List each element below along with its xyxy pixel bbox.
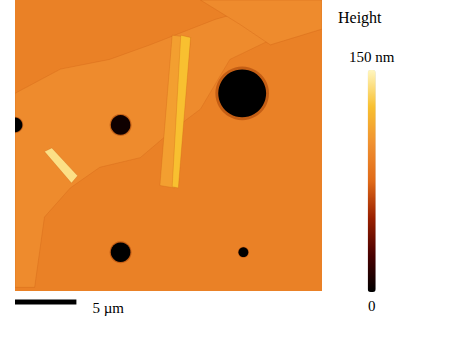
svg-text:0: 0 [368, 298, 376, 314]
svg-text:150 nm: 150 nm [349, 49, 395, 65]
svg-text:5 µm: 5 µm [92, 300, 124, 316]
svg-text:Height: Height [338, 9, 382, 27]
